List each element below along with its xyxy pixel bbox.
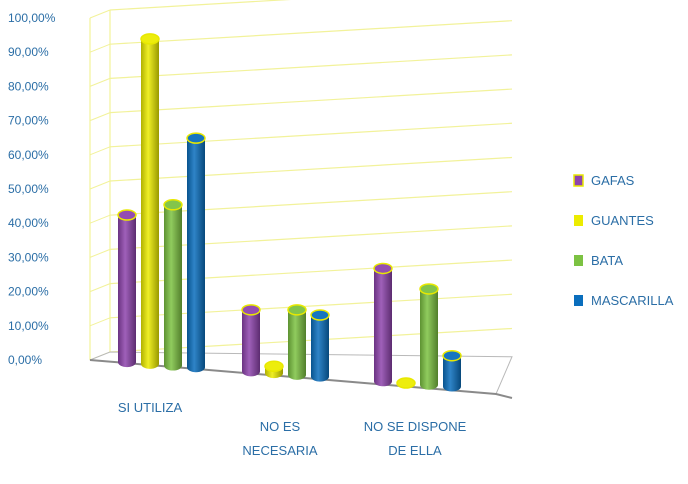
bar-body: [164, 204, 183, 371]
bar-cap: [241, 304, 261, 316]
y-tick-label: 30,00%: [8, 250, 49, 264]
bar-bata-0: [163, 199, 183, 371]
gridline: [109, 122, 513, 148]
y-tick-label: 50,00%: [8, 182, 49, 196]
bar-bata-2: [419, 283, 439, 390]
legend: GAFAS GUANTES BATA MASCARILLA: [573, 173, 674, 308]
bar-cap: [442, 349, 462, 362]
bar-body: [242, 309, 260, 377]
gridline-stub: [89, 248, 111, 258]
bar-cap: [163, 199, 183, 211]
gridline: [109, 88, 513, 114]
bar-mascarilla-2: [442, 349, 462, 392]
bar-body: [420, 288, 438, 390]
bar-guantes-1: [264, 360, 284, 379]
bar-cap: [186, 132, 206, 144]
legend-swatch: [574, 215, 583, 226]
y-tick-label: 40,00%: [8, 216, 49, 230]
category-label: NO ES: [260, 419, 301, 434]
gridline-stub: [89, 214, 111, 224]
bar-cap: [373, 262, 393, 275]
legend-item-bata: BATA: [574, 253, 623, 268]
category-label: NO SE DISPONE: [364, 419, 467, 434]
gridline-stub: [89, 112, 111, 122]
y-tick-label: 60,00%: [8, 148, 49, 162]
gridline-stub: [89, 43, 111, 53]
gridline: [109, 0, 292, 11]
y-tick-label: 70,00%: [8, 114, 49, 128]
y-tick-label: 10,00%: [8, 319, 49, 333]
gridline-stub: [89, 180, 111, 190]
x-axis-categories: SI UTILIZA NO ES NECESARIA NO SE DISPONE DE …: [118, 400, 467, 458]
bar-mascarilla-1: [310, 309, 330, 382]
legend-swatch: [574, 295, 583, 306]
bar-body: [311, 315, 329, 382]
bar-cap: [264, 360, 284, 373]
bar-gafas-2: [373, 262, 393, 387]
legend-swatch: [573, 174, 584, 187]
x-axis-line: [89, 359, 513, 399]
gridline: [109, 20, 513, 45]
bar-body: [141, 38, 159, 369]
bar-gafas-1: [241, 304, 261, 377]
bar-cap: [396, 377, 416, 389]
y-tick-label: 90,00%: [8, 45, 49, 59]
bar-cap: [310, 309, 330, 321]
legend-label: BATA: [591, 253, 623, 268]
gridline-stub: [89, 283, 111, 293]
y-tick-label: 100,00%: [8, 11, 56, 25]
bar-bata-1: [287, 304, 307, 380]
y-tick-label: 80,00%: [8, 79, 49, 93]
bar-cap: [140, 33, 160, 45]
legend-item-guantes: GUANTES: [574, 213, 654, 228]
bar-body: [288, 309, 306, 380]
bar-guantes-2: [396, 377, 416, 389]
gridline: [109, 54, 513, 79]
bars: [117, 33, 462, 392]
bar-body: [118, 215, 136, 368]
legend-label: GAFAS: [591, 173, 635, 188]
gridline: [109, 156, 513, 182]
bar-mascarilla-0: [186, 132, 206, 373]
legend-swatch: [574, 255, 583, 266]
legend-item-gafas: GAFAS: [573, 173, 635, 188]
bar-guantes-0: [140, 33, 160, 369]
bar-cap: [419, 283, 439, 295]
bar-cap: [117, 209, 137, 221]
category-label: NECESARIA: [242, 443, 317, 458]
category-label: DE ELLA: [388, 443, 442, 458]
gridline-stub: [89, 146, 111, 156]
bar-body: [443, 355, 461, 392]
category-label: SI UTILIZA: [118, 400, 183, 415]
legend-item-mascarilla: MASCARILLA: [574, 293, 674, 308]
bar-body: [187, 138, 205, 373]
gridline-stub: [89, 9, 111, 19]
y-axis-ticks: 0,00% 10,00% 20,00% 30,00% 40,00% 50,00% 60,00…: [8, 11, 56, 367]
legend-label: GUANTES: [591, 213, 654, 228]
bar-cap: [287, 304, 307, 316]
bar-body: [374, 268, 392, 387]
gridline-stub: [89, 77, 111, 87]
bar-gafas-0: [117, 209, 137, 368]
y-tick-label: 20,00%: [8, 285, 49, 299]
gridline-stub: [89, 317, 111, 327]
y-tick-label: 0,00%: [8, 353, 42, 367]
legend-label: MASCARILLA: [591, 293, 674, 308]
